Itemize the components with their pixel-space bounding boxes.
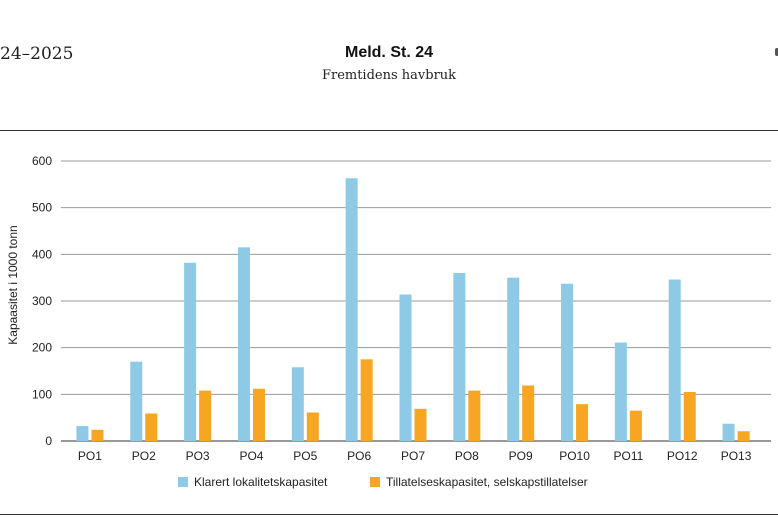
bar-po3-series-1: [184, 262, 197, 441]
bar-po5-series-2: [306, 412, 319, 441]
bar-po4-series-2: [252, 388, 265, 441]
y-tick-label: 500: [32, 201, 52, 215]
bottom-divider: [0, 514, 778, 515]
x-category-label: PO9: [509, 449, 533, 463]
bar-po12-series-1: [668, 279, 681, 441]
x-category-label: PO3: [186, 449, 210, 463]
bar-po8-series-2: [468, 390, 481, 441]
document-title: Meld. St. 24: [344, 44, 434, 61]
x-category-label: PO8: [455, 449, 479, 463]
legend-swatch-series-1: [178, 477, 188, 487]
y-axis-label: Kapaasitet i 1000 tonn: [6, 225, 20, 344]
bar-po9-series-1: [507, 277, 520, 441]
legend-label-series-2: Tillatelseskapasitet, selskapstillatelse…: [386, 475, 588, 489]
bar-po13-series-2: [737, 431, 750, 441]
x-axis-categories: PO1 PO2 PO3 PO4 PO5 PO6 PO7 PO8 PO9 PO10 PO11 PO12 P…: [78, 449, 752, 463]
bar-po8-series-1: [453, 273, 466, 441]
y-tick-label: 0: [45, 434, 52, 448]
y-tick-label: 400: [32, 247, 52, 261]
bar-po11-series-1: [614, 342, 627, 441]
y-axis-ticks: 0 100 200 300 400 500 600: [32, 154, 52, 448]
legend: Klarert lokalitetskapasitet Tillatelseska…: [178, 475, 588, 489]
x-category-label: PO11: [613, 449, 643, 463]
bar-po6-series-1: [345, 178, 358, 441]
x-category-label: PO2: [132, 449, 156, 463]
margin-mark: [775, 48, 778, 56]
bar-po10-series-2: [576, 404, 589, 441]
running-header-year: 24–2025: [0, 44, 74, 64]
x-category-label: PO1: [78, 449, 102, 463]
bar-po11-series-2: [629, 410, 642, 441]
bar-po2-series-2: [145, 413, 158, 441]
y-tick-label: 100: [32, 387, 52, 401]
x-category-label: PO10: [559, 449, 590, 463]
x-category-label: PO6: [347, 449, 371, 463]
bars: [76, 178, 750, 441]
bar-po4-series-1: [237, 247, 250, 441]
y-tick-label: 200: [32, 341, 52, 355]
y-tick-label: 600: [32, 154, 52, 168]
bar-po6-series-2: [360, 359, 373, 441]
bar-po10-series-1: [561, 283, 574, 441]
bar-po9-series-2: [522, 385, 535, 441]
x-category-label: PO12: [667, 449, 698, 463]
bar-po7-series-2: [414, 408, 427, 441]
bar-po13-series-1: [722, 423, 735, 441]
gridlines: [61, 160, 771, 442]
x-category-label: PO7: [401, 449, 425, 463]
top-divider: [0, 130, 778, 131]
y-tick-label: 300: [32, 294, 52, 308]
bar-po1-series-1: [76, 426, 89, 441]
bar-po3-series-2: [199, 390, 212, 441]
x-category-label: PO5: [293, 449, 317, 463]
bar-po12-series-2: [683, 392, 696, 441]
legend-label-series-1: Klarert lokalitetskapasitet: [194, 475, 328, 489]
x-category-label: PO4: [239, 449, 263, 463]
x-category-label: PO13: [721, 449, 752, 463]
document-subtitle: Fremtidens havbruk: [321, 68, 457, 83]
bar-po5-series-1: [291, 367, 304, 441]
bar-po2-series-1: [130, 361, 143, 441]
bar-po7-series-1: [399, 294, 412, 441]
bar-po1-series-2: [91, 429, 104, 441]
legend-swatch-series-2: [370, 477, 380, 487]
